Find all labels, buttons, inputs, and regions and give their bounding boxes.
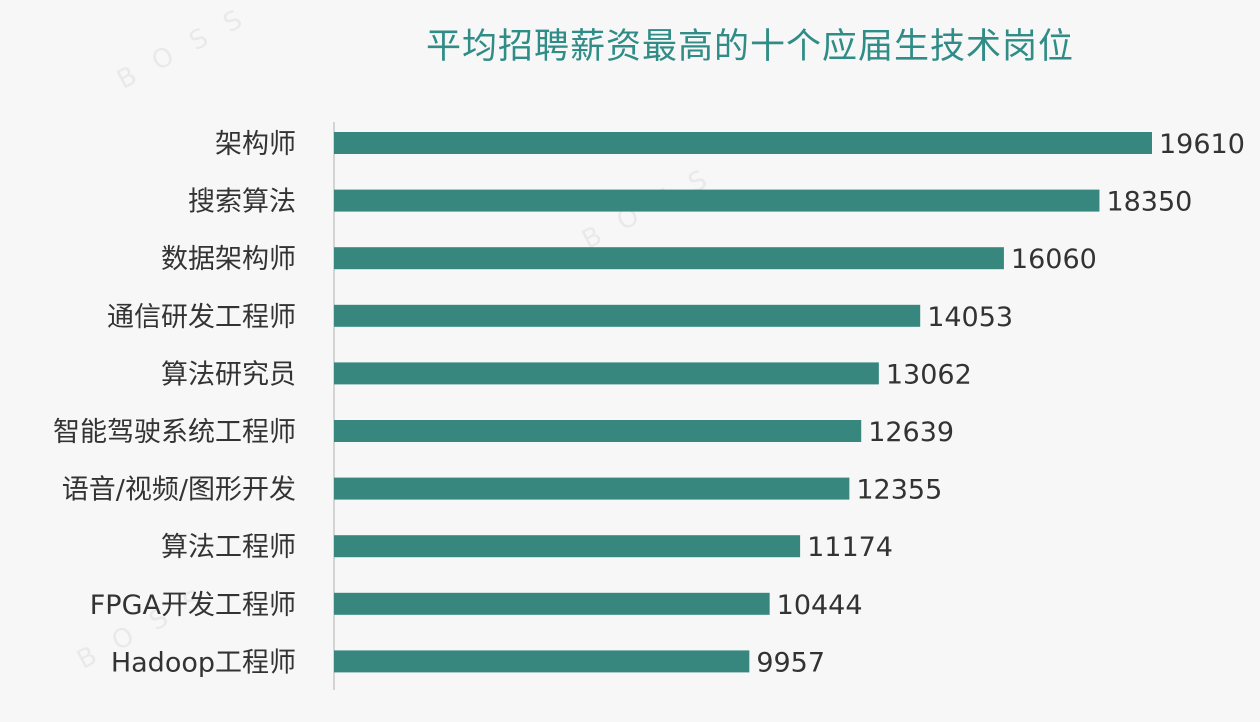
category-label-7: 算法工程师 <box>161 532 296 563</box>
value-label-5: 12639 <box>868 417 954 448</box>
bar-7 <box>334 535 801 558</box>
value-label-6: 12355 <box>856 475 942 506</box>
category-label-1: 搜索算法 <box>188 187 296 218</box>
bar-2 <box>334 247 1004 270</box>
bar-3 <box>334 304 921 327</box>
category-label-6: 语音/视频/图形开发 <box>62 475 296 506</box>
category-label-2: 数据架构师 <box>161 244 296 275</box>
bar-6 <box>334 477 850 500</box>
bar-1 <box>334 189 1100 212</box>
category-label-9: Hadoop工程师 <box>111 647 296 678</box>
value-label-9: 9957 <box>756 647 825 678</box>
value-label-0: 19610 <box>1159 129 1245 160</box>
bar-8 <box>334 592 770 615</box>
category-label-3: 通信研发工程师 <box>107 302 296 333</box>
category-label-8: FPGA开发工程师 <box>90 590 296 621</box>
bar-0 <box>334 132 1152 154</box>
category-label-5: 智能驾驶系统工程师 <box>53 417 296 448</box>
value-label-7: 11174 <box>807 532 893 563</box>
value-label-1: 18350 <box>1106 187 1192 218</box>
bar-5 <box>334 420 862 442</box>
category-label-0: 架构师 <box>215 129 296 160</box>
category-label-4: 算法研究员 <box>161 359 296 390</box>
value-label-4: 13062 <box>886 359 972 390</box>
bar-4 <box>334 362 879 385</box>
chart-title: 平均招聘薪资最高的十个应届生技术岗位 <box>425 27 1074 67</box>
bar-9 <box>334 650 750 673</box>
value-label-8: 10444 <box>777 590 863 621</box>
value-label-3: 14053 <box>927 302 1013 333</box>
value-label-2: 16060 <box>1011 244 1097 275</box>
